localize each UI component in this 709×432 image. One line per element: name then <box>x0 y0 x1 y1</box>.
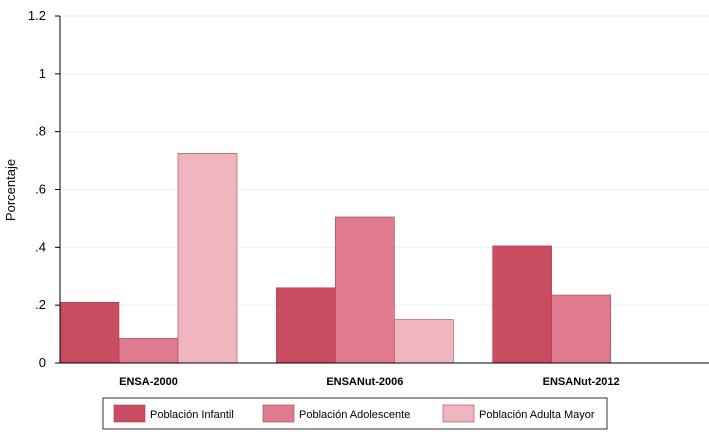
y-tick-label: .8 <box>35 124 46 139</box>
bar <box>118 338 179 364</box>
bars-group <box>59 153 611 364</box>
bar <box>276 287 336 364</box>
legend-swatch <box>442 404 475 423</box>
y-tick-label: .6 <box>35 182 46 197</box>
bar <box>551 294 611 364</box>
legend: Población Infantil Población Adolescente P… <box>102 397 608 430</box>
legend-label: Población Adolescente <box>299 409 410 421</box>
x-category-label: ENSANut-2006 <box>326 376 403 388</box>
legend-box <box>102 397 608 430</box>
legend-label: Población Infantil <box>150 409 234 421</box>
y-tick-label: .4 <box>35 239 46 254</box>
legend-label: Población Adulta Mayor <box>479 409 595 421</box>
y-tick-label: .2 <box>35 297 46 312</box>
bar <box>59 301 120 364</box>
legend-swatch <box>262 404 295 423</box>
axes-group: 0 .2 .4 .6 .8 1 1.2 ENSA-2000 ENSANut-2006 ENSANu… <box>28 8 709 388</box>
x-category-label: ENSANut-2012 <box>543 376 620 388</box>
x-category-label: ENSA-2000 <box>119 376 178 388</box>
y-tick-label: 0 <box>39 355 46 370</box>
bar <box>177 153 238 364</box>
bar <box>492 245 552 364</box>
legend-swatch <box>113 404 146 423</box>
bar <box>394 319 454 364</box>
y-axis-title: Porcentaje <box>3 159 18 221</box>
y-tick-label: 1.2 <box>28 8 46 23</box>
y-tick-label: 1 <box>39 66 46 81</box>
bar <box>335 216 395 364</box>
